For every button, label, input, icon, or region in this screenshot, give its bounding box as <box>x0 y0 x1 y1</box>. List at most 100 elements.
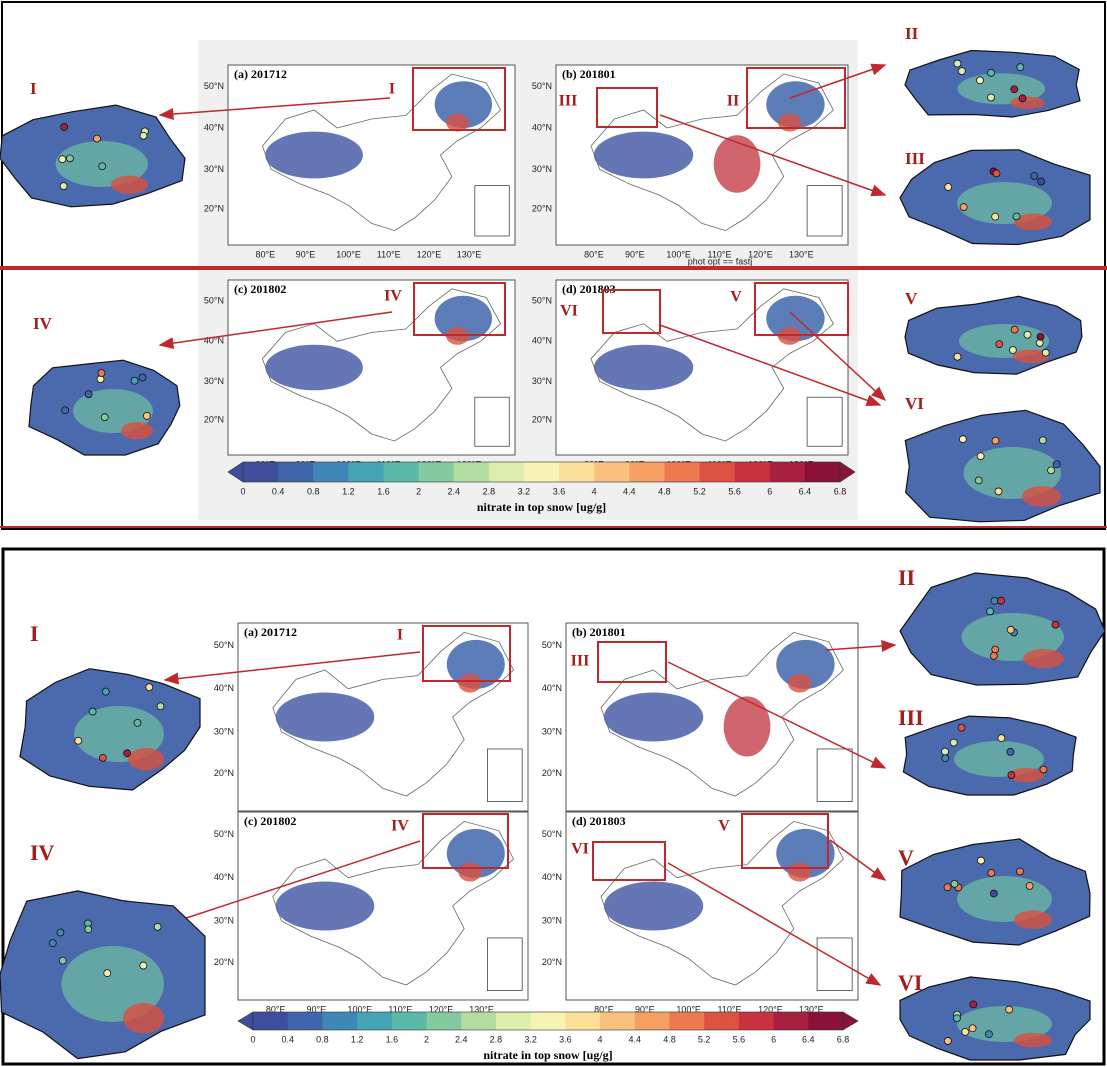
lon-label: 90°E <box>296 249 316 259</box>
lat-label: 30°N <box>532 376 552 386</box>
colorbar-label: nitrate in top snow [ug/g] <box>483 1048 612 1062</box>
colorbar-segment <box>278 462 296 482</box>
inset-site <box>977 77 984 84</box>
colorbar-tick: 0 <box>240 486 245 496</box>
lat-label: 50°N <box>214 640 234 650</box>
inset-site <box>143 412 150 419</box>
inset-label: III <box>905 149 925 168</box>
colorbar-segment <box>791 1012 809 1030</box>
lat-label: 50°N <box>214 829 234 839</box>
inset-site <box>977 857 984 864</box>
colorbar-tick: 3.6 <box>553 486 566 496</box>
inset-site <box>990 652 997 659</box>
colorbar-tick: 6.4 <box>802 1034 815 1044</box>
inset-label: I <box>30 79 37 98</box>
colorbar-segment <box>612 462 630 482</box>
inset-site <box>992 437 999 444</box>
snow-field-west <box>276 693 375 742</box>
colorbar-tick: 5.6 <box>733 1034 746 1044</box>
colorbar-segment <box>559 462 577 482</box>
inset-site <box>1026 882 1033 889</box>
inset-site <box>99 754 106 761</box>
lat-label: 30°N <box>204 164 224 174</box>
colorbar-segment <box>669 1012 687 1030</box>
inset-site <box>49 940 56 947</box>
inset-site <box>1039 437 1046 444</box>
inset-site <box>1038 178 1045 185</box>
inset-site <box>988 69 995 76</box>
colorbar-end-low <box>238 1012 253 1030</box>
inset-site <box>991 597 998 604</box>
colorbar-tick: 3.2 <box>524 1034 537 1044</box>
lat-label: 50°N <box>532 81 552 91</box>
colorbar-tick: 6.8 <box>837 1034 850 1044</box>
inset-site <box>66 155 73 162</box>
inset-box <box>817 749 852 802</box>
colorbar-segment <box>419 462 437 482</box>
lon-label: 130°E <box>789 249 814 259</box>
colorbar-segment <box>357 1012 375 1030</box>
lat-label: 50°N <box>532 295 552 305</box>
lat-label: 20°N <box>204 203 224 213</box>
inset-site <box>951 880 958 887</box>
lon-label: 110°E <box>377 249 401 259</box>
inset-site <box>993 170 1000 177</box>
inset-label: II <box>905 24 919 43</box>
figure: (a) 20171250°N40°N30°N20°N80°E90°E100°E1… <box>0 0 1107 1067</box>
inset-site <box>1007 626 1014 633</box>
inset-site <box>962 1028 969 1035</box>
colorbar-tick: 0.8 <box>316 1034 329 1044</box>
map-title: (c) 201802 <box>244 814 296 828</box>
inset-site <box>942 755 949 762</box>
inset-label: V <box>898 845 914 870</box>
note: phot opt == fastj <box>688 256 753 266</box>
inset-label: VI <box>905 394 924 413</box>
callout-label: V <box>730 289 742 306</box>
colorbar-tick: 4 <box>592 486 597 496</box>
inset-site <box>942 748 949 755</box>
colorbar-segment <box>735 462 753 482</box>
lat-label: 50°N <box>542 640 562 650</box>
inset-site <box>139 374 146 381</box>
colorbar-tick: 4 <box>598 1034 603 1044</box>
inset-box <box>807 397 842 446</box>
colorbar-segment <box>756 1012 774 1030</box>
colorbar-segment <box>805 462 823 482</box>
inset-box <box>817 938 852 991</box>
colorbar-segment <box>489 462 507 482</box>
colorbar-segment <box>524 462 542 482</box>
lat-label: 30°N <box>214 915 234 925</box>
lat-label: 40°N <box>532 122 552 132</box>
snow-field-central <box>714 135 761 193</box>
lat-label: 20°N <box>204 414 224 424</box>
colorbar-tick: 2.8 <box>483 486 496 496</box>
lat-label: 20°N <box>532 414 552 424</box>
lat-label: 30°N <box>204 376 224 386</box>
snow-field-west <box>594 345 693 391</box>
inset-site <box>945 184 952 191</box>
snow-field-ne-hot <box>458 674 481 693</box>
colorbar-segment <box>270 1012 288 1030</box>
inset-site <box>985 1031 992 1038</box>
colorbar-segment <box>322 1012 340 1030</box>
colorbar-segment <box>647 462 665 482</box>
colorbar-segment <box>687 1012 705 1030</box>
lat-label: 40°N <box>214 683 234 693</box>
colorbar-segment <box>617 1012 635 1030</box>
colorbar-segment <box>427 1012 445 1030</box>
inset-site <box>1006 1006 1013 1013</box>
map-title: (b) 201801 <box>572 625 626 639</box>
colorbar-segment <box>542 462 560 482</box>
inset-site <box>124 750 131 757</box>
lon-label: 80°E <box>255 249 275 259</box>
colorbar-segment <box>664 462 682 482</box>
inset-box <box>807 186 842 236</box>
callout-label: V <box>718 818 730 835</box>
inset-site <box>997 597 1004 604</box>
lat-label: 20°N <box>214 768 234 778</box>
colorbar-segment <box>635 1012 653 1030</box>
colorbar-segment <box>577 462 595 482</box>
colorbar-tick: 5.2 <box>698 1034 711 1044</box>
inset-site <box>992 646 999 653</box>
lon-label: 80°E <box>584 249 604 259</box>
